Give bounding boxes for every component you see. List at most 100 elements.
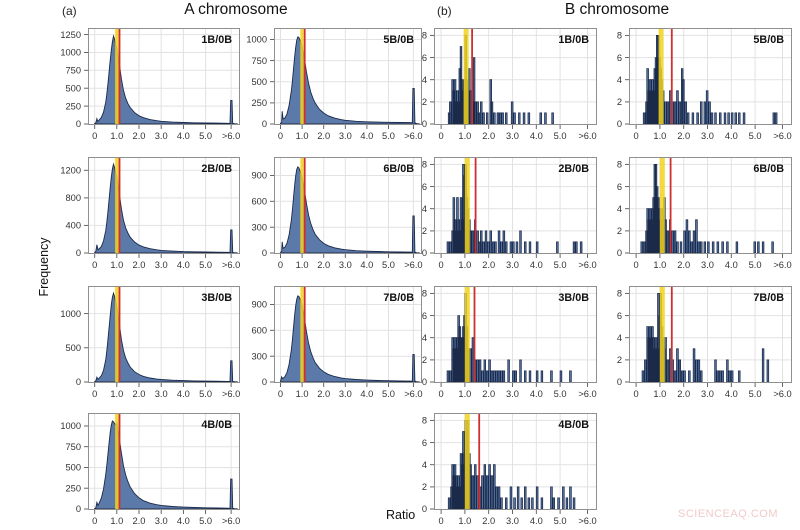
svg-text:3.0: 3.0	[506, 516, 519, 526]
plot-border	[434, 413, 597, 510]
plot-border	[434, 157, 597, 254]
svg-text:0: 0	[76, 119, 81, 129]
subplot-label: 6B/0B	[383, 163, 414, 175]
svg-text:300: 300	[251, 351, 267, 361]
subplot-b-5b-0b: 0 2 4 6 8 0 1.0 2.0 3.0 4.0 5.0 >6.0 5B/0B	[617, 28, 792, 141]
mean-line-red	[478, 414, 481, 509]
svg-text:4.0: 4.0	[530, 131, 543, 141]
svg-text:4.0: 4.0	[530, 389, 543, 399]
svg-text:400: 400	[65, 221, 81, 231]
x-axis-title: Ratio	[386, 508, 416, 522]
subplot-label: 4B/0B	[558, 419, 589, 431]
mean-line-red	[303, 287, 306, 382]
y-axis-ticks: 0 500 1000	[60, 309, 88, 387]
svg-text:6: 6	[422, 53, 427, 63]
svg-text:2.0: 2.0	[677, 260, 690, 270]
subplot-a-6b-0b: 0 300 600 900 0 1.0 2.0 3.0 4.0 5.0 >6.0 6B/0B	[251, 157, 423, 270]
svg-text:1000: 1000	[60, 421, 81, 431]
svg-text:4.0: 4.0	[725, 260, 738, 270]
svg-text:4.0: 4.0	[530, 516, 543, 526]
subplot-b-1b-0b: 0 2 4 6 8 0 1.0 2.0 3.0 4.0 5.0 >6.0 1B/0B	[422, 28, 597, 141]
x-axis-ticks: 0 1.0 2.0 3.0 4.0 5.0 >6.0	[278, 383, 423, 399]
mean-line-red	[669, 158, 672, 253]
svg-text:0: 0	[422, 377, 427, 387]
svg-text:1.0: 1.0	[458, 389, 471, 399]
svg-text:4.0: 4.0	[530, 260, 543, 270]
x-axis-ticks: 0 1.0 2.0 3.0 4.0 5.0 >6.0	[92, 510, 240, 526]
svg-text:0: 0	[634, 131, 639, 141]
svg-text:5.0: 5.0	[199, 516, 212, 526]
svg-text:0: 0	[617, 119, 622, 129]
svg-text:0: 0	[262, 119, 267, 129]
mean-line-yellow	[463, 29, 469, 124]
y-axis-ticks: 0 300 600 900	[251, 300, 274, 387]
svg-text:0: 0	[92, 260, 97, 270]
svg-text:>6.0: >6.0	[222, 131, 240, 141]
svg-text:900: 900	[251, 300, 267, 310]
svg-text:2: 2	[422, 355, 427, 365]
svg-text:5.0: 5.0	[199, 389, 212, 399]
x-axis-ticks: 0 1.0 2.0 3.0 4.0 5.0 >6.0	[278, 254, 423, 270]
svg-text:0: 0	[278, 131, 283, 141]
subplot-a-2b-0b: 0 400 800 1200 0 1.0 2.0 3.0 4.0 5.0 >6.0 2B/0B	[60, 157, 240, 270]
y-axis-ticks: 0 2 4 6 8	[617, 160, 629, 258]
x-axis-ticks: 0 1.0 2.0 3.0 4.0 5.0 >6.0	[439, 125, 597, 141]
svg-text:1000: 1000	[60, 309, 81, 319]
svg-text:3.0: 3.0	[506, 131, 519, 141]
svg-text:3.0: 3.0	[339, 131, 352, 141]
svg-text:250: 250	[65, 483, 81, 493]
svg-text:0: 0	[422, 248, 427, 258]
mean-line-red	[670, 29, 673, 124]
histogram-area	[94, 420, 238, 510]
x-axis-ticks: 0 1.0 2.0 3.0 4.0 5.0 >6.0	[439, 383, 597, 399]
svg-text:3.0: 3.0	[155, 131, 168, 141]
svg-text:8: 8	[617, 160, 622, 170]
mean-line-red	[303, 29, 306, 124]
mean-line-red	[118, 158, 121, 253]
svg-text:0: 0	[92, 516, 97, 526]
svg-text:0: 0	[92, 389, 97, 399]
svg-text:5.0: 5.0	[749, 389, 762, 399]
svg-text:>6.0: >6.0	[222, 389, 240, 399]
mean-line-red	[118, 29, 121, 124]
y-axis-ticks: 0 250 500 750 1000	[246, 35, 274, 129]
y-axis-ticks: 0 2 4 6 8	[617, 31, 629, 129]
subplot-label: 7B/0B	[753, 292, 784, 304]
plot-border	[88, 286, 240, 383]
svg-text:500: 500	[65, 463, 81, 473]
mean-line-red	[303, 158, 306, 253]
svg-text:500: 500	[65, 83, 81, 93]
mean-line-yellow	[300, 287, 304, 382]
svg-text:2.0: 2.0	[677, 131, 690, 141]
svg-text:4.0: 4.0	[360, 260, 373, 270]
svg-text:0: 0	[439, 131, 444, 141]
histogram-area	[280, 36, 420, 125]
subplot-b-4b-0b: 0 2 4 6 8 0 1.0 2.0 3.0 4.0 5.0 >6.0 4B/0B	[422, 413, 597, 526]
plot-border	[274, 28, 422, 125]
svg-text:600: 600	[251, 326, 267, 336]
histogram-area	[280, 295, 420, 383]
svg-text:1.0: 1.0	[653, 131, 666, 141]
svg-text:1.0: 1.0	[458, 131, 471, 141]
y-axis-ticks: 0 2 4 6 8	[422, 416, 434, 514]
plot-border	[629, 286, 792, 383]
svg-text:4: 4	[617, 333, 622, 343]
svg-text:1.0: 1.0	[110, 131, 123, 141]
svg-text:750: 750	[251, 56, 267, 66]
mean-line-yellow	[115, 158, 119, 253]
histogram-area	[94, 291, 238, 383]
svg-text:1.0: 1.0	[110, 260, 123, 270]
watermark: SCIENCEAQ.COM	[677, 508, 778, 520]
svg-text:4.0: 4.0	[177, 516, 190, 526]
subplot-label: 6B/0B	[753, 163, 784, 175]
svg-text:6: 6	[617, 53, 622, 63]
svg-text:1200: 1200	[60, 166, 81, 176]
svg-text:8: 8	[422, 31, 427, 41]
svg-text:8: 8	[617, 31, 622, 41]
x-axis-ticks: 0 1.0 2.0 3.0 4.0 5.0 >6.0	[439, 510, 597, 526]
subplot-b-3b-0b: 0 2 4 6 8 0 1.0 2.0 3.0 4.0 5.0 >6.0 3B/0B	[422, 286, 597, 399]
histogram-area	[280, 166, 420, 254]
svg-text:3.0: 3.0	[339, 389, 352, 399]
svg-text:6: 6	[617, 311, 622, 321]
svg-text:0: 0	[278, 389, 283, 399]
